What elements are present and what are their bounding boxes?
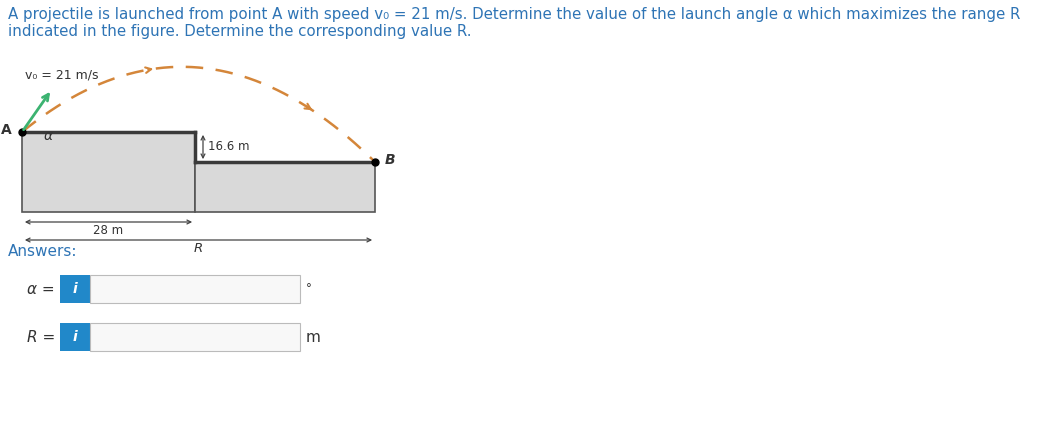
Text: B: B	[385, 153, 396, 167]
Text: R: R	[194, 242, 203, 255]
Text: R =: R =	[27, 329, 55, 344]
Text: α: α	[44, 129, 53, 143]
Text: 16.6 m: 16.6 m	[208, 141, 249, 153]
Bar	[60, 323, 90, 351]
Text: A: A	[1, 123, 12, 137]
Text: A projectile is launched from point A with speed v₀ = 21 m/s. Determine the valu: A projectile is launched from point A wi…	[8, 7, 1021, 22]
Text: i: i	[72, 330, 77, 344]
Bar	[195, 162, 375, 212]
Text: indicated in the figure. Determine the corresponding value R.: indicated in the figure. Determine the c…	[8, 24, 471, 39]
Bar	[22, 132, 195, 212]
Bar	[90, 323, 300, 351]
Text: i: i	[72, 282, 77, 296]
Text: °: °	[306, 282, 312, 295]
Text: v₀ = 21 m/s: v₀ = 21 m/s	[25, 69, 98, 82]
Text: Answers:: Answers:	[8, 244, 77, 259]
Bar	[90, 275, 300, 303]
Text: 28 m: 28 m	[93, 224, 124, 237]
Text: α =: α =	[27, 281, 55, 296]
Bar	[60, 275, 90, 303]
Text: m: m	[306, 329, 320, 344]
